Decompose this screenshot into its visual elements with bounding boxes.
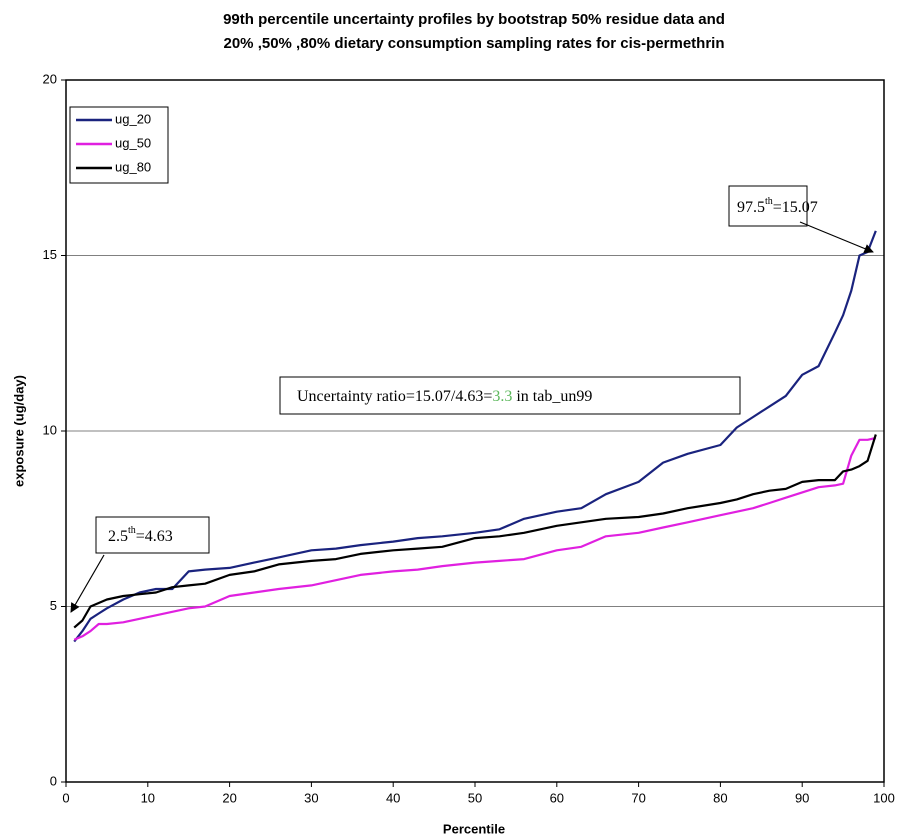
annotation-box — [95, 516, 210, 554]
annotation-box — [728, 185, 808, 227]
annotation-text: 97.5 — [737, 199, 765, 216]
x-axis-label: Percentile — [443, 821, 505, 836]
y-tick-label: 15 — [43, 247, 57, 262]
x-tick-label: 40 — [386, 790, 400, 805]
y-tick-label: 20 — [43, 71, 57, 86]
annotation-text: in tab_un99 — [512, 388, 592, 405]
x-tick-label: 30 — [304, 790, 318, 805]
x-tick-label: 70 — [631, 790, 645, 805]
plot-border — [65, 79, 885, 783]
legend-label: ug_50 — [115, 135, 151, 150]
legend-label: ug_80 — [115, 159, 151, 174]
x-tick-label: 100 — [873, 790, 895, 805]
legend-label: ug_20 — [115, 111, 151, 126]
x-tick-label: 90 — [795, 790, 809, 805]
y-tick-label: 0 — [50, 773, 57, 788]
legend: ug_20 ug_50 ug_80 — [76, 111, 151, 174]
x-tick-label: 0 — [62, 790, 69, 805]
plot-area: 0 5 10 15 20 0 10 20 30 40 50 60 70 80 90 100 — [43, 71, 895, 805]
x-tick-label: 60 — [550, 790, 564, 805]
chart-title: 20% ,50% ,80% dietary consumption sampli… — [224, 35, 725, 52]
annotation-text: =15.07 — [773, 199, 818, 216]
annotation-text: =4.63 — [136, 528, 173, 545]
x-tick-label: 20 — [222, 790, 236, 805]
y-tick-label: 5 — [50, 598, 57, 613]
annotation: Uncertainty ratio=15.07/4.63=3.3 in tab_… — [297, 388, 592, 405]
annotation: 2.5th=4.63 — [108, 525, 173, 544]
y-tick-label: 10 — [43, 422, 57, 437]
y-axis-label: exposure (ug/day) — [11, 375, 26, 487]
line-series — [73, 436, 877, 641]
annotation: 97.5th=15.07 — [737, 196, 818, 215]
annotation-arrow — [70, 554, 105, 613]
annotation-text: th — [765, 196, 773, 207]
series-group — [73, 230, 877, 643]
annotation-text: 2.5 — [108, 528, 128, 545]
line-series — [73, 230, 877, 643]
line-series — [73, 434, 877, 629]
annotation-highlight: 3.3 — [492, 388, 512, 405]
x-tick-label: 50 — [468, 790, 482, 805]
annotation-text: th — [128, 525, 136, 536]
annotation-box — [279, 376, 741, 415]
x-tick-label: 80 — [713, 790, 727, 805]
chart-title: 99th percentile uncertainty profiles by … — [223, 11, 725, 28]
annotation-arrow — [799, 221, 874, 254]
x-tick-label: 10 — [141, 790, 155, 805]
annotation-text: Uncertainty ratio=15.07/4.63= — [297, 388, 492, 405]
